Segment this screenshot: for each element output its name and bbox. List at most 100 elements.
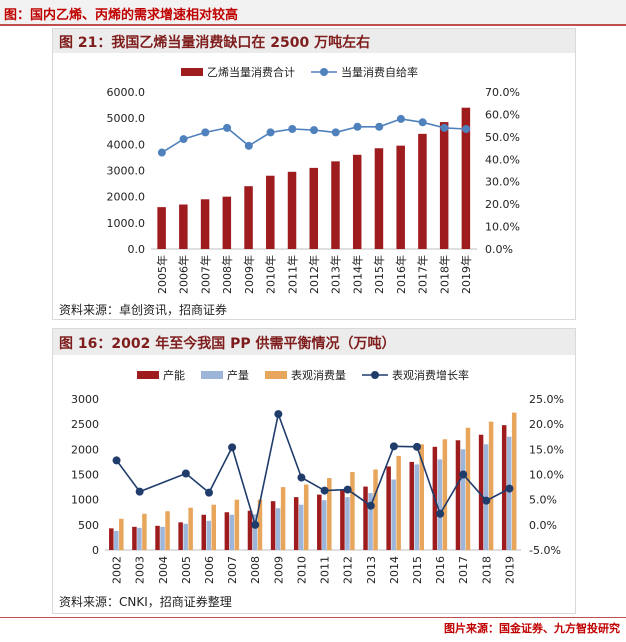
- x-tick-label: 2010年: [264, 255, 278, 294]
- bar: [247, 510, 253, 550]
- bar: [142, 513, 147, 550]
- bar: [137, 527, 142, 550]
- bar: [114, 530, 119, 550]
- line-point: [297, 473, 306, 482]
- bar: [270, 501, 276, 550]
- y-left-tick-label: 3000: [71, 393, 99, 406]
- line-point: [505, 484, 514, 493]
- bar: [188, 507, 193, 550]
- legend-label: 产能: [163, 368, 185, 382]
- bar: [460, 449, 466, 550]
- bar: [183, 523, 188, 550]
- bar: [303, 484, 309, 550]
- bar: [373, 469, 378, 550]
- x-tick-label: 2019年: [459, 255, 473, 294]
- y-left-tick-label: 1500: [71, 469, 99, 482]
- y-right-tick-label: 50.0%: [485, 131, 520, 144]
- fig21-chart: 0.0 1000.0 2000.0 3000.0 4000.0 5000.0 6000.0 0…: [107, 65, 520, 294]
- x-tick-label: 2015年: [372, 255, 386, 294]
- line-point: [310, 126, 318, 135]
- bar: [257, 499, 263, 550]
- bar: [160, 526, 165, 550]
- line-point: [244, 141, 253, 150]
- line-point: [228, 443, 237, 452]
- x-tick-label: 2013: [365, 556, 378, 584]
- x-tick-label: 2012: [342, 556, 355, 584]
- line-point: [223, 123, 232, 132]
- legend-label: 乙烯当量消费合计: [207, 65, 295, 79]
- y-right-tick-label: 40.0%: [485, 153, 520, 166]
- x-tick-label: 2015: [411, 556, 424, 584]
- bar: [386, 466, 391, 550]
- bar: [322, 500, 327, 550]
- bar: [442, 439, 448, 550]
- x-tick-label: 2011: [319, 556, 332, 584]
- bar: [465, 427, 471, 550]
- fig16-panel: 图 16：2002 年至今我国 PP 供需平衡情况（万吨） 0 500 1000 15…: [52, 328, 576, 614]
- line-point: [157, 148, 166, 157]
- x-tick-label: 2011年: [285, 255, 299, 294]
- bar: [280, 487, 286, 550]
- y-right-tick-label: 30.0%: [485, 176, 520, 189]
- bar: [155, 525, 160, 550]
- line-point: [205, 488, 213, 497]
- fig21-title-bar: 图 21：我国乙烯当量消费缺口在 2500 万吨左右: [53, 29, 575, 53]
- x-tick-label: 2002: [111, 556, 124, 584]
- x-tick-label: 2018: [480, 556, 493, 584]
- bar: [437, 459, 443, 550]
- bar: [157, 207, 166, 249]
- y-left-tick-label: 4000.0: [107, 138, 146, 151]
- footer-source: 图片来源：国金证券、九方智投研究: [444, 622, 620, 635]
- x-tick-label: 2010: [295, 556, 308, 584]
- x-tick-label: 2003: [134, 556, 147, 584]
- y-right-tick-label: 0.0%: [529, 519, 557, 532]
- y-right-tick-label: 20.0%: [529, 418, 564, 431]
- bar: [488, 421, 494, 550]
- bar: [418, 133, 427, 249]
- bar: [501, 425, 507, 550]
- bar: [419, 444, 424, 550]
- x-tick-label: 2006年: [177, 255, 191, 294]
- x-tick-label: 2008: [249, 556, 262, 584]
- legend-label: 表观消费量: [291, 368, 346, 382]
- bar: [224, 512, 230, 550]
- line-point: [462, 125, 471, 134]
- bar: [409, 461, 414, 550]
- fig21-title: 图 21：我国乙烯当量消费缺口在 2500 万吨左右: [59, 35, 371, 51]
- bar: [229, 514, 235, 550]
- line-point: [482, 496, 491, 505]
- y-right-tick-label: 25.0%: [529, 393, 564, 406]
- bar: [252, 514, 258, 550]
- bar: [317, 494, 322, 550]
- bar: [178, 522, 183, 550]
- x-tick-label: 2013年: [329, 255, 343, 294]
- bar: [201, 514, 206, 550]
- bar: [396, 145, 405, 249]
- y-left-tick-label: 0.0: [128, 243, 146, 256]
- bar: [266, 175, 275, 249]
- x-tick-label: 2009年: [242, 255, 256, 294]
- y-right-tick-label: 10.0%: [485, 221, 520, 234]
- y-right-tick-label: 15.0%: [529, 443, 564, 456]
- bar: [109, 528, 114, 550]
- y-right-tick-label: 5.0%: [529, 494, 557, 507]
- x-tick-label: 2017年: [416, 255, 430, 294]
- bar: [179, 204, 188, 249]
- line-point: [413, 442, 421, 451]
- fig21-source: 资料来源：卓创资讯，招商证券: [59, 303, 228, 317]
- bar: [439, 122, 449, 249]
- bar: [331, 161, 340, 249]
- bar: [275, 508, 281, 550]
- y-left-tick-label: 2500: [71, 418, 99, 431]
- x-tick-label: 2007: [226, 556, 239, 584]
- line-point: [251, 520, 260, 529]
- footer-divider: [0, 617, 626, 618]
- line-point: [266, 128, 275, 137]
- header-bar: 图：国内乙烯、丙烯的需求增速相对较高: [0, 0, 626, 26]
- x-tick-label: 2014年: [350, 255, 364, 294]
- legend-swatch: [371, 371, 379, 379]
- bar: [374, 148, 384, 249]
- line-point: [389, 442, 398, 451]
- line-point: [320, 486, 329, 495]
- legend-swatch: [320, 68, 328, 76]
